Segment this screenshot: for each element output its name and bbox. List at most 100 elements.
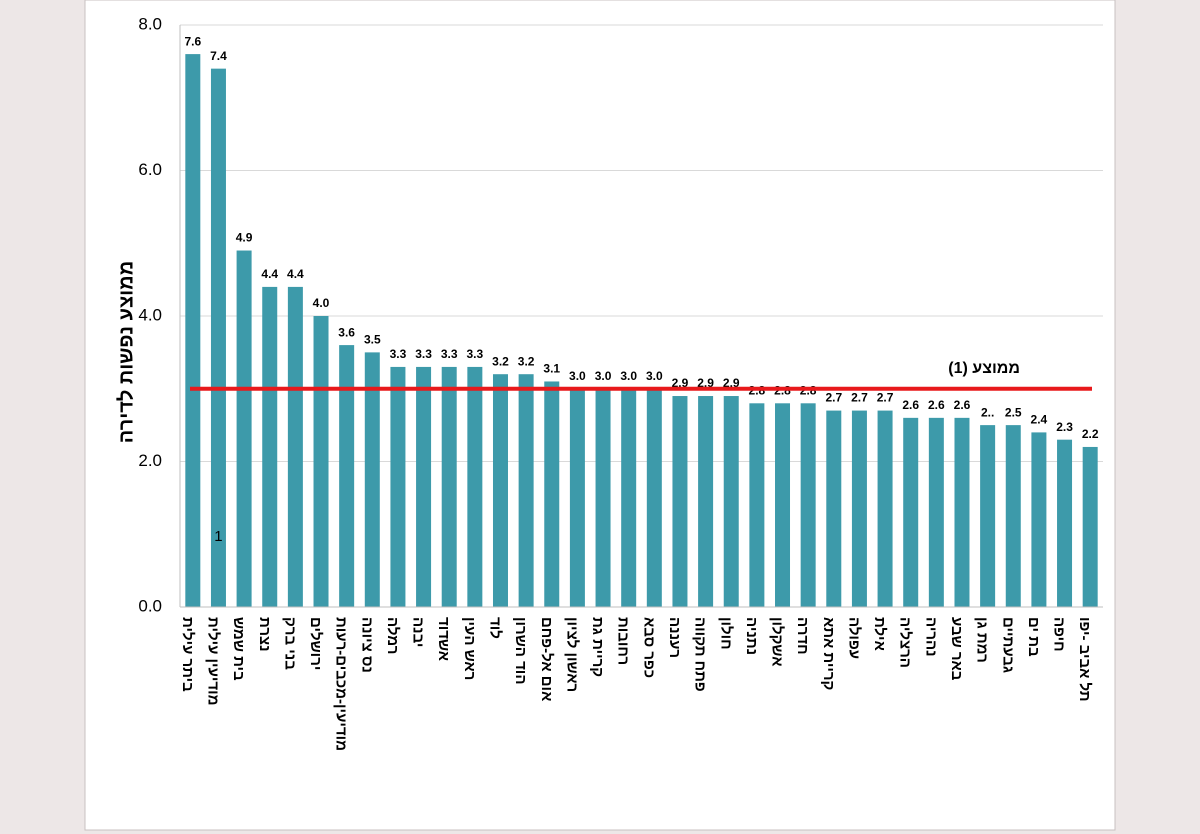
x-tick-label: פתח תקווה	[692, 617, 709, 692]
data-label: 3.3	[390, 347, 407, 361]
bar	[236, 250, 252, 607]
bar	[723, 396, 739, 607]
data-label: 7.4	[210, 49, 227, 63]
data-label: 2.6	[902, 398, 919, 412]
data-label: 2.9	[697, 376, 714, 390]
bar	[339, 345, 355, 607]
x-tick-label: תל אביב -יפו	[1076, 617, 1093, 702]
x-tick-label: חולון	[717, 617, 734, 650]
bar	[1082, 446, 1098, 607]
data-label: 2.7	[877, 391, 894, 405]
x-tick-label: רעננה	[666, 617, 683, 658]
y-tick-label: 4.0	[138, 305, 162, 324]
x-tick-label: נתניה	[743, 617, 760, 655]
x-tick-label: קריית אתא	[820, 617, 837, 690]
data-label: 3.6	[338, 325, 355, 339]
x-tick-label: בת ים	[1025, 617, 1042, 657]
data-label: 3.2	[518, 354, 535, 368]
x-tick-label: כפר סבא	[640, 617, 657, 678]
data-label: 3.3	[441, 347, 458, 361]
data-label: 3.0	[646, 369, 663, 383]
bar	[210, 68, 226, 607]
x-tick-label: יבנה	[410, 617, 427, 647]
x-tick-label: מודיעין עילית	[204, 617, 221, 706]
y-tick-label: 0.0	[138, 596, 162, 615]
x-tick-label: ראש העין	[461, 617, 478, 680]
bar	[569, 388, 585, 607]
bar	[492, 374, 508, 607]
bar	[851, 410, 867, 607]
data-label: 3.0	[595, 369, 612, 383]
x-tick-label: נהריה	[922, 617, 939, 657]
bar	[1031, 432, 1047, 607]
data-label: 2.9	[672, 376, 689, 390]
data-label: 2.7	[851, 391, 868, 405]
x-tick-label: ירושלים	[307, 617, 324, 670]
x-tick-label: אשדוד	[435, 617, 452, 661]
x-tick-label: קריית גת	[589, 617, 606, 677]
bar	[749, 403, 765, 607]
bar	[698, 396, 714, 607]
x-tick-label: גבעתיים	[999, 617, 1016, 673]
x-tick-label: אילת	[871, 617, 888, 651]
x-tick-label: רמת גן	[974, 617, 991, 663]
data-label: 2.5	[1005, 405, 1022, 419]
x-tick-label: עפולה	[845, 617, 862, 659]
x-tick-label: חדרה	[794, 617, 811, 655]
data-label: 2.6	[954, 398, 971, 412]
bar	[544, 381, 560, 607]
data-label: 4.4	[261, 267, 278, 281]
bar	[416, 366, 432, 607]
bar	[1057, 439, 1073, 607]
data-label: 3.0	[620, 369, 637, 383]
x-tick-label: בני ברק	[281, 617, 298, 670]
data-label: 2..	[981, 405, 994, 419]
y-tick-label: 6.0	[138, 160, 162, 179]
bar	[595, 388, 611, 607]
data-label: 2.7	[825, 391, 842, 405]
bar	[672, 396, 688, 607]
data-label: 3.2	[492, 354, 509, 368]
bar	[390, 366, 406, 607]
data-label: 2.2	[1082, 427, 1099, 441]
x-tick-label: נצרת	[256, 617, 273, 652]
bar	[313, 316, 329, 607]
x-tick-label: הוד השרון	[512, 617, 529, 684]
data-label: 3.5	[364, 333, 381, 347]
x-tick-label: רמלה	[384, 617, 401, 654]
data-label: 4.0	[313, 296, 330, 310]
bar	[826, 410, 842, 607]
data-label: 2.4	[1031, 413, 1048, 427]
x-tick-label: לוד	[487, 617, 504, 639]
bar	[903, 417, 919, 607]
data-label: 2.6	[928, 398, 945, 412]
x-tick-label: הרצליה	[897, 617, 914, 668]
data-label: 3.0	[569, 369, 586, 383]
bar	[800, 403, 816, 607]
data-label: 4.9	[236, 231, 253, 245]
bar	[646, 388, 662, 607]
bar	[928, 417, 944, 607]
x-tick-label: ראשון לציון	[563, 617, 580, 692]
y-axis-label: ממוצע נפשות לדירה	[115, 261, 137, 443]
x-tick-label: מודיעין-מכבים-רעות	[333, 617, 350, 751]
x-tick-label: נס ציונה	[358, 617, 375, 673]
y-tick-label: 8.0	[138, 14, 162, 33]
bar	[775, 403, 791, 607]
bar	[954, 417, 970, 607]
bar	[262, 286, 278, 607]
bar	[185, 54, 201, 608]
x-tick-label: רחובות	[615, 617, 632, 665]
bar	[364, 352, 380, 607]
data-label: 4.4	[287, 267, 304, 281]
bar	[621, 388, 637, 607]
bar	[287, 286, 303, 607]
data-label: 3.3	[415, 347, 432, 361]
x-tick-label: בית שמש	[230, 617, 247, 681]
bar	[980, 425, 996, 607]
average-label: ממוצע (1)	[948, 360, 1020, 377]
annotation: 1	[214, 528, 222, 545]
x-tick-label: אשקלון	[769, 617, 786, 666]
bar	[877, 410, 893, 607]
